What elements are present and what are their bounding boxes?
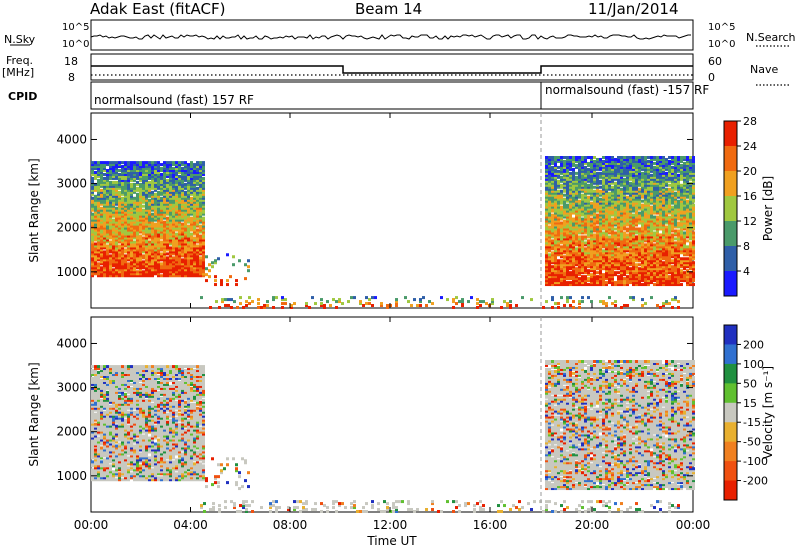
power-colorbar-frame [723,120,738,297]
power-colorbar-segment [724,271,737,297]
power-colorbar-segment [724,146,737,172]
velocity-panel: 1000 2000 3000 4000 Slant Range [km] 200 100 50… [27,316,775,513]
power-colorbar-label: 24 [743,140,757,153]
velocity-echo-region-3 [200,500,680,513]
noise-left-tick-top: 10^5 [62,22,90,33]
power-colorbar-label: 4 [743,265,750,278]
noise-right-tick-top: 10^5 [708,22,736,33]
power-ylabel: Slant Range [km] [27,158,41,262]
power-ytick-label: 2000 [56,221,87,235]
site-title: Adak East (fitACF) [90,0,226,18]
velocity-colorbar-label: 100 [743,358,764,371]
power-ytick-label: 4000 [56,132,87,146]
velocity-colorbar-title: Velocity [m s⁻¹] [761,366,775,459]
velocity-colorbar-label: 15 [743,397,757,410]
time-xtick-label: 04:00 [173,518,208,532]
velocity-colorbar-label: -100 [743,455,768,468]
time-xtick-label: 08:00 [273,518,308,532]
time-xtick-label: 16:00 [473,518,508,532]
velocity-colorbar-label: 200 [743,338,764,351]
velocity-colorbar-segment [724,363,737,384]
power-colorbar-label: 28 [743,115,757,128]
power-echo-region-1 [91,161,205,278]
velocity-colorbar-label: -50 [743,436,761,449]
cpid-segment-2: normalsound (fast) -157 RF [545,83,710,97]
velocity-ytick-label: 1000 [56,469,87,483]
noise-search-label: N.Search [746,31,796,44]
velocity-colorbar-label: 50 [743,377,757,390]
freq-panel-frame [90,53,694,81]
velocity-colorbar-segment [724,325,737,345]
freq-tick-top: 18 [64,55,78,68]
power-colorbar-segment [724,221,737,247]
noise-right-tick-bottom: 10^0 [708,39,736,50]
velocity-ytick-label: 3000 [56,381,87,395]
velocity-colorbar-frame [723,324,738,501]
velocity-colorbar-segment [724,480,737,501]
date-title: 11/Jan/2014 [588,0,679,18]
noise-panel-frame [90,19,694,51]
time-xtick-label: 00:00 [676,518,711,532]
power-colorbar-label: 16 [743,190,757,203]
freq-trace [91,65,693,74]
power-echo-region-2 [545,156,695,287]
power-colorbar-label: 12 [743,215,757,228]
noise-left-tick-bottom: 10^0 [62,39,90,50]
time-xtick-label: 20:00 [575,518,610,532]
velocity-colorbar-segment [724,402,737,423]
power-panel: 1000 2000 3000 4000 Slant Range [km] 4 8 12 16 20… [27,112,775,309]
velocity-ylabel: Slant Range [km] [27,362,41,466]
velocity-colorbar-label: -200 [743,475,768,488]
nave-tick-top: 60 [708,55,722,68]
velocity-ytick-label: 2000 [56,425,87,439]
velocity-colorbar-segment [724,383,737,404]
velocity-colorbar-segment [724,422,737,443]
nave-label: Nave [750,63,779,76]
velocity-echo-region-4 [205,457,250,491]
velocity-colorbar-segment [724,344,737,365]
power-colorbar-segment [724,171,737,197]
velocity-colorbar-segment [724,461,737,482]
cpid-segment-1: normalsound (fast) 157 RF [94,93,254,107]
velocity-colorbar-label: -15 [743,416,761,429]
freq-label: Freq. [6,54,34,67]
power-colorbar-segment [724,196,737,222]
time-xlabel: Time UT [366,534,417,548]
power-colorbar-label: 20 [743,165,757,178]
beam-title: Beam 14 [355,0,423,18]
freq-unit-label: [MHz] [2,66,35,79]
power-colorbar-segment [724,246,737,272]
power-echo-region-3 [200,296,680,309]
cpid-label: CPID [8,90,38,103]
noise-sky-trace [90,34,691,49]
velocity-echo-region-1 [91,365,205,482]
time-xtick-label: 12:00 [373,518,408,532]
power-colorbar-label: 8 [743,240,750,253]
velocity-ytick-label: 4000 [56,336,87,350]
nave-tick-bottom: 0 [708,71,715,84]
velocity-colorbar-segment [724,441,737,462]
power-colorbar-segment [724,121,737,147]
noise-sky-label: N.Sky [4,33,36,46]
power-echo-region-4 [205,253,250,287]
power-ytick-label: 3000 [56,177,87,191]
cpid-panel-frame [90,81,694,110]
power-colorbar-title: Power [dB] [761,176,775,241]
velocity-echo-region-2 [545,360,695,491]
time-xtick-label: 00:00 [74,518,109,532]
freq-tick-bottom: 8 [68,71,75,84]
power-ytick-label: 1000 [56,265,87,279]
